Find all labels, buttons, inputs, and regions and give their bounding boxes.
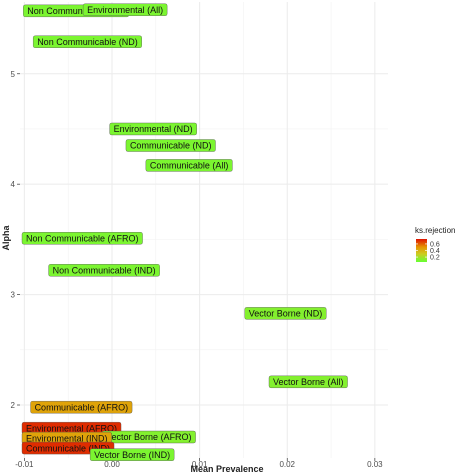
point-labels: Non Communicable (All)Environmental (All… [21, 3, 348, 461]
y-axis-ticks: 2 3 4 5 [11, 70, 20, 410]
legend-colorbar [416, 239, 427, 262]
point-label: Non Communicable (AFRO) [21, 232, 143, 245]
x-tick-label: 0.01 [192, 460, 208, 469]
point-label-text: Non Communicable (AFRO) [26, 233, 139, 243]
point-label-box [125, 139, 216, 152]
point-label-box [268, 375, 348, 389]
point-label-text: Environmental (All) [87, 5, 163, 15]
point-label: Communicable (AFRO) [30, 401, 133, 414]
point-label: Vector Borne (All) [268, 375, 348, 389]
point-label-box [48, 264, 160, 277]
legend-ticks: 0.20.40.6 [416, 241, 440, 262]
point-label-box [21, 232, 143, 245]
point-label-text: Communicable (All) [150, 161, 229, 171]
x-tick-label: -0.01 [15, 460, 34, 469]
point-label-text: Vector Borne (All) [273, 377, 344, 387]
point-label-text: Environmental (IND) [26, 433, 108, 443]
x-axis-title: Mean Prevalence [190, 464, 263, 474]
plot-grid [20, 2, 388, 458]
point-label-box [145, 159, 233, 172]
legend-tick-label: 0.2 [430, 255, 440, 262]
point-label-box [244, 307, 327, 320]
point-label-text: Vector Borne (IND) [94, 450, 170, 460]
point-label-text: Communicable (IND) [26, 443, 110, 453]
point-label-text: Communicable (ND) [130, 141, 212, 151]
y-tick-label: 2 [11, 401, 16, 410]
point-label-box [109, 122, 197, 136]
point-label-box [82, 3, 168, 16]
legend-title: ks.rejection [415, 226, 455, 235]
point-label: Vector Borne (IND) [89, 448, 175, 461]
point-label: Environmental (ND) [109, 122, 197, 136]
point-label: Non Communicable (ND) [33, 35, 142, 48]
point-label: Vector Borne (AFRO) [101, 430, 196, 444]
y-axis-title: Alpha [1, 225, 11, 251]
x-tick-label: 0.00 [104, 460, 120, 469]
point-label: Communicable (ND) [125, 139, 216, 152]
x-tick-label: 0.02 [279, 460, 295, 469]
color-legend: ks.rejection 0.20.40.6 [415, 226, 455, 262]
point-label-text: Non Communicable (All) [27, 6, 125, 16]
point-label-text: Environmental (ND) [114, 124, 193, 134]
point-label-text: Environmental (AFRO) [26, 423, 117, 433]
point-label: Vector Borne (ND) [244, 307, 327, 320]
legend-tick-label: 0.4 [430, 248, 440, 255]
y-tick-label: 3 [11, 291, 16, 300]
point-label: Communicable (All) [145, 159, 233, 172]
point-label-text: Vector Borne (ND) [249, 309, 323, 319]
point-label-text: Non Communicable (IND) [53, 266, 156, 276]
point-label-text: Communicable (AFRO) [35, 402, 129, 412]
y-tick-label: 4 [11, 180, 16, 189]
x-tick-label: 0.03 [367, 460, 383, 469]
legend-tick-label: 0.6 [430, 241, 440, 248]
point-label: Non Communicable (IND) [48, 264, 160, 277]
point-label-text: Non Communicable (ND) [37, 37, 138, 47]
point-label-box [30, 401, 133, 414]
point-label-box [33, 35, 142, 48]
point-label: Environmental (All) [82, 3, 168, 16]
point-label-box [89, 448, 175, 461]
y-tick-label: 5 [11, 70, 16, 79]
point-label-text: Vector Borne (AFRO) [106, 432, 192, 442]
